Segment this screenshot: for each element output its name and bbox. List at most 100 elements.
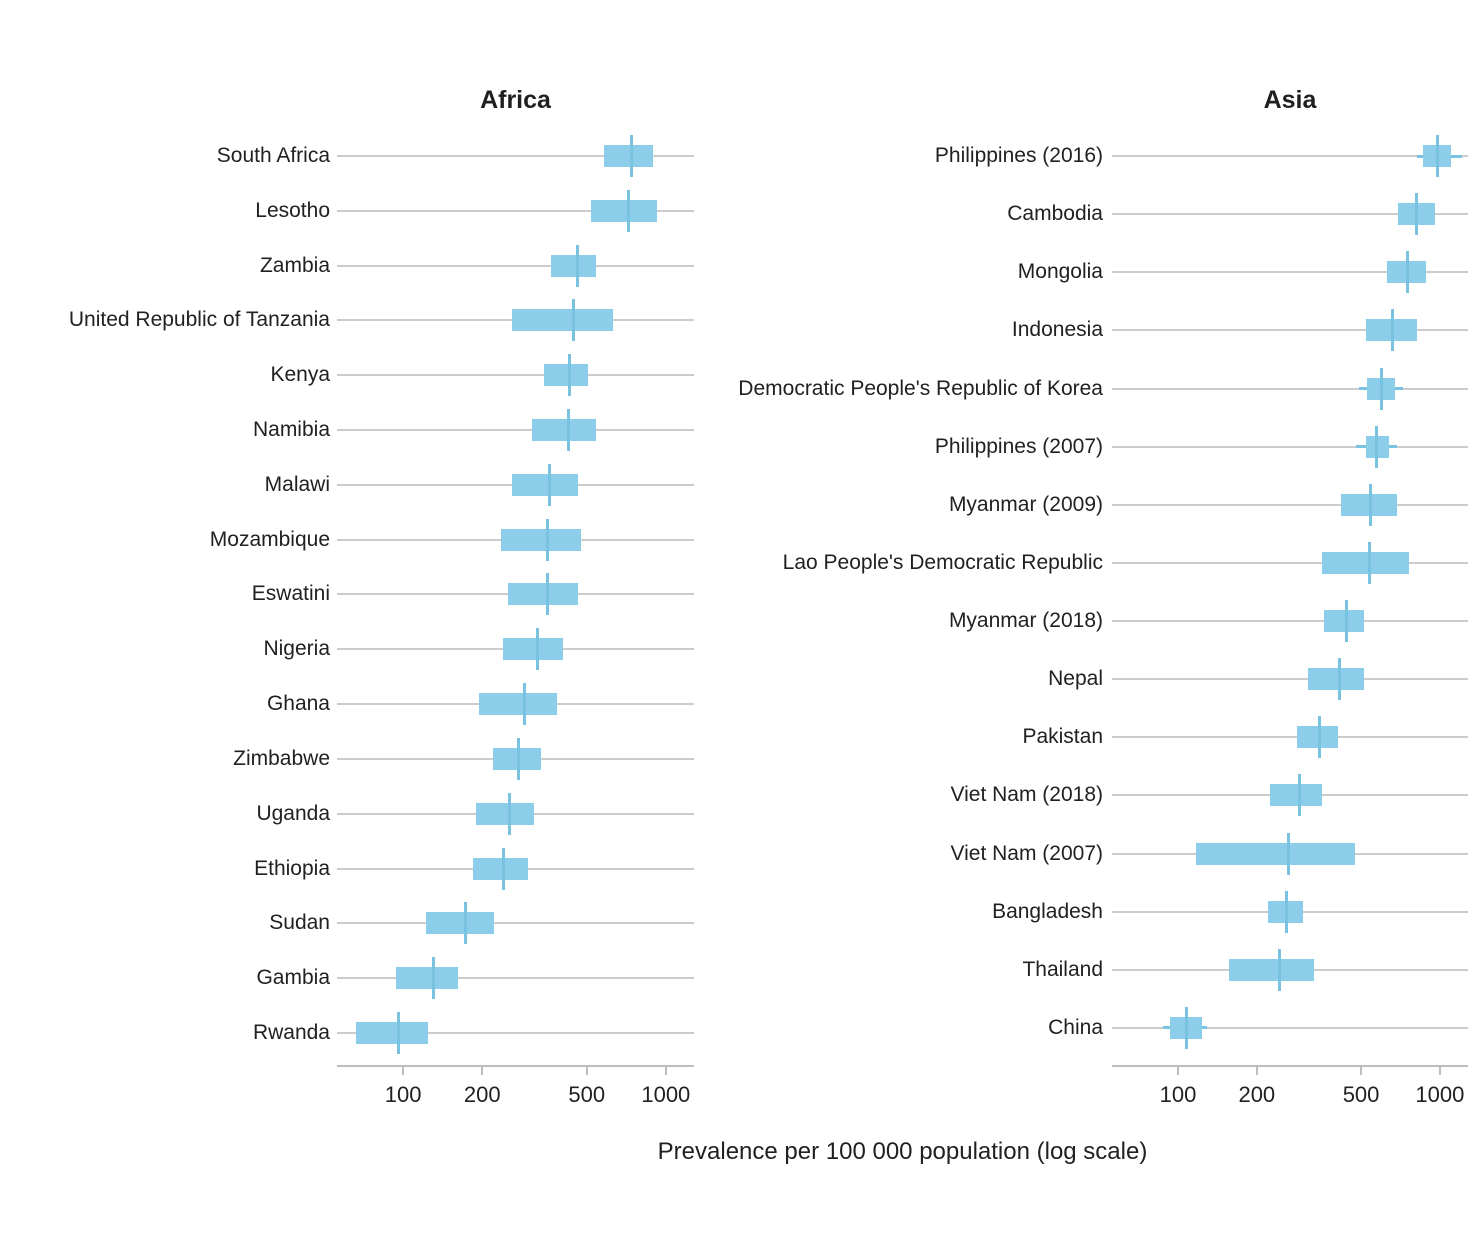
row-gridline xyxy=(1112,1026,1468,1029)
x-tick xyxy=(1360,1067,1363,1075)
estimate-line xyxy=(1297,774,1301,817)
row-label: Zimbabwe xyxy=(233,746,330,770)
estimate-line xyxy=(396,1011,400,1054)
row-label: Malawi xyxy=(264,472,330,496)
row-label: South Africa xyxy=(216,144,330,167)
row-gridline xyxy=(337,1031,694,1034)
row-gridline xyxy=(337,155,694,157)
row-label: Eswatini xyxy=(251,582,330,606)
estimate-line xyxy=(1318,716,1322,759)
row-label: United Republic of Tanzania xyxy=(68,308,330,332)
row-gridline xyxy=(337,374,694,377)
row-label: Mongolia xyxy=(1017,260,1103,284)
estimate-line xyxy=(1278,948,1282,991)
range-bar xyxy=(396,967,459,990)
row-gridline xyxy=(337,977,694,980)
row-gridline xyxy=(1112,213,1468,216)
estimate-line xyxy=(1369,483,1373,526)
row-label: Nigeria xyxy=(263,637,330,661)
row-gridline xyxy=(337,922,694,925)
estimate-line xyxy=(1391,309,1395,352)
range-bar xyxy=(512,473,579,496)
range-bar xyxy=(1322,551,1410,574)
range-bar xyxy=(1341,493,1397,516)
range-bar xyxy=(550,254,596,277)
panel-title-asia: Asia xyxy=(1263,86,1317,114)
row-label: China xyxy=(1048,1015,1103,1039)
x-tick xyxy=(402,1067,405,1075)
x-tick xyxy=(1176,1067,1179,1075)
estimate-line xyxy=(501,847,505,890)
x-tick-label: 100 xyxy=(384,1082,422,1107)
estimate-line xyxy=(1415,193,1419,236)
range-bar xyxy=(1308,668,1365,691)
estimate-line xyxy=(571,299,575,342)
row-label: Uganda xyxy=(256,801,330,825)
row-gridline xyxy=(1112,329,1468,332)
row-label: Sudan xyxy=(269,911,330,935)
estimate-line xyxy=(546,573,550,616)
range-bar xyxy=(1270,784,1323,807)
x-axis-line xyxy=(337,1065,694,1067)
x-tick xyxy=(585,1067,588,1075)
row-gridline xyxy=(1112,155,1468,157)
x-tick-label: 200 xyxy=(1238,1082,1276,1107)
row-label: Cambodia xyxy=(1007,202,1103,226)
row-label: Ghana xyxy=(266,692,330,716)
estimate-line xyxy=(507,792,511,835)
row-gridline xyxy=(1112,620,1468,623)
x-axis-line xyxy=(1112,1065,1468,1067)
estimate-line xyxy=(431,957,435,1000)
range-bar xyxy=(544,364,588,387)
estimate-line xyxy=(1185,1006,1189,1049)
estimate-line xyxy=(568,354,572,397)
row-label: Ethiopia xyxy=(254,856,330,880)
estimate-line xyxy=(463,902,467,945)
x-tick-label: 500 xyxy=(568,1082,606,1107)
estimate-line xyxy=(626,189,630,232)
x-tick-label: 1000 xyxy=(641,1082,691,1107)
row-label: Bangladesh xyxy=(992,899,1103,923)
row-gridline xyxy=(337,429,694,432)
row-label: Democratic People's Republic of Korea xyxy=(738,376,1103,400)
range-bar xyxy=(476,802,535,825)
estimate-line xyxy=(1368,541,1372,584)
row-label: Viet Nam (2018) xyxy=(950,783,1103,807)
x-tick-label: 200 xyxy=(463,1082,501,1107)
range-bar xyxy=(507,583,579,606)
estimate-line xyxy=(1285,890,1289,933)
row-label: Namibia xyxy=(252,418,330,442)
range-bar xyxy=(1195,842,1356,865)
range-bar xyxy=(1365,319,1417,342)
estimate-line xyxy=(536,628,540,671)
row-label: Thailand xyxy=(1022,957,1103,981)
range-bar xyxy=(512,309,614,332)
range-bar xyxy=(591,199,657,222)
row-label: Indonesia xyxy=(1011,318,1103,342)
row-label: Philippines (2016) xyxy=(934,144,1103,167)
row-label: Myanmar (2018) xyxy=(948,609,1103,633)
range-bar xyxy=(479,693,557,716)
row-gridline xyxy=(1112,503,1468,506)
x-tick-label: 100 xyxy=(1159,1082,1197,1107)
row-gridline xyxy=(1112,561,1468,564)
estimate-line xyxy=(575,244,579,287)
row-label: Lao People's Democratic Republic xyxy=(782,550,1103,574)
estimate-line xyxy=(1287,832,1291,875)
row-label: Viet Nam (2007) xyxy=(950,841,1103,865)
panel-title-africa: Africa xyxy=(480,86,551,114)
estimate-line xyxy=(547,463,551,506)
estimate-line xyxy=(1375,425,1379,468)
x-tick xyxy=(1255,1067,1258,1075)
range-bar xyxy=(1323,610,1365,633)
row-gridline xyxy=(1112,387,1468,390)
row-label: Rwanda xyxy=(252,1020,330,1044)
estimate-line xyxy=(1338,658,1342,701)
row-label: Pakistan xyxy=(1022,725,1103,749)
estimate-line xyxy=(1436,135,1440,177)
row-label: Philippines (2007) xyxy=(934,434,1103,458)
row-label: Kenya xyxy=(270,363,330,387)
x-axis-title: Prevalence per 100 000 population (log s… xyxy=(657,1138,1148,1165)
row-label: Nepal xyxy=(1048,667,1103,691)
range-bar xyxy=(425,912,495,935)
